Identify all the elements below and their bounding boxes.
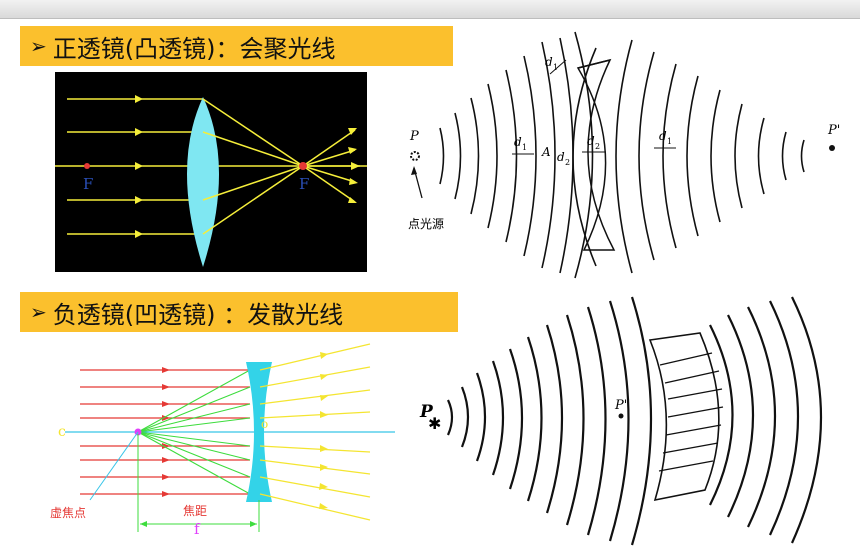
outgoing-wavefronts xyxy=(615,39,805,274)
concave-lens-outline xyxy=(648,332,720,502)
concave-wavefront-diagram: P ✱ P' xyxy=(419,296,822,546)
convex-ray-diagram: F F xyxy=(55,72,367,272)
svg-text:d: d xyxy=(659,129,667,143)
outgoing-wavefronts xyxy=(709,296,822,544)
lens-outline xyxy=(576,58,616,251)
virtual-focus-lines xyxy=(137,369,251,495)
focus-left-label: F xyxy=(83,175,93,193)
d2-left: d 2 xyxy=(557,150,570,167)
source-label-p: P xyxy=(419,402,434,422)
svg-text:2: 2 xyxy=(565,158,570,167)
concave-lens-banner: ➢ 负透镜(凹透镜) ：发散光线 xyxy=(20,292,458,332)
svg-text:d: d xyxy=(514,135,522,149)
incoming-arrowheads xyxy=(135,95,143,238)
incoming-wavefronts xyxy=(446,296,653,546)
concave-lens-shape xyxy=(246,362,272,502)
concave-ray-diagram: c o 虚焦点 焦距 f xyxy=(50,343,395,538)
focal-arrow-left xyxy=(140,521,147,527)
focal-symbol: f xyxy=(194,520,201,538)
yellow-arrowheads xyxy=(319,352,328,509)
svg-text:2: 2 xyxy=(595,142,600,151)
image-point xyxy=(829,145,835,151)
svg-text:1: 1 xyxy=(522,143,527,152)
d1-right: d 1 xyxy=(654,129,676,149)
d2-right: d 2 xyxy=(582,134,606,153)
svg-text:1: 1 xyxy=(667,137,672,146)
d1-left: d 1 xyxy=(512,135,534,155)
focus-right-label: F xyxy=(299,175,309,193)
diverging-rays xyxy=(259,343,371,521)
concave-banner-text: 负透镜(凹透镜) ：发散光线 xyxy=(52,300,344,329)
left-focal-point xyxy=(84,163,90,169)
arrow-bullet-icon: ➢ xyxy=(30,300,47,324)
d1-top: d 1 xyxy=(545,55,567,75)
point-source-icon xyxy=(410,151,420,161)
svg-text:1: 1 xyxy=(553,63,558,72)
axis-left-label: c xyxy=(58,424,66,440)
svg-text:d: d xyxy=(587,134,595,148)
converging-rays xyxy=(202,98,360,235)
virtual-focus-pointer xyxy=(89,431,139,501)
point-source-label: 点光源 xyxy=(408,217,444,231)
point-source-icon: ✱ xyxy=(428,414,441,433)
lens-center-label: o xyxy=(261,417,268,431)
convex-lens-banner: ➢ 正透镜(凸透镜)：会聚光线 xyxy=(20,26,453,66)
lens-hatch-lines xyxy=(658,352,724,472)
svg-text:d: d xyxy=(557,150,565,164)
focal-arrow-right xyxy=(250,521,257,527)
source-pointer-arrowhead xyxy=(411,166,417,175)
virtual-focus-label: 虚焦点 xyxy=(50,506,86,520)
diverging-arrowheads xyxy=(348,128,360,203)
convex-banner-text: 正透镜(凸透镜)：会聚光线 xyxy=(52,34,336,63)
svg-text:d: d xyxy=(545,55,553,69)
arrow-bullet-icon: ➢ xyxy=(30,34,47,58)
top-bar xyxy=(0,0,860,19)
virtual-image-point xyxy=(618,413,624,419)
convex-wavefront-diagram: P 点光源 P' A d 1 d 1 d 2 d 2 d 1 xyxy=(408,31,840,279)
right-focal-point xyxy=(299,162,307,170)
focal-length-label: 焦距 xyxy=(183,504,207,518)
convex-lens-shape xyxy=(187,97,219,267)
incoming-wavefronts xyxy=(439,41,556,269)
red-arrowheads xyxy=(162,367,170,497)
source-label-p: P xyxy=(409,129,419,144)
lens-internal-wavefronts xyxy=(559,31,597,279)
image-label-p-prime: P' xyxy=(614,398,627,413)
label-a: A xyxy=(541,145,551,159)
image-label-p-prime: P' xyxy=(827,123,840,138)
